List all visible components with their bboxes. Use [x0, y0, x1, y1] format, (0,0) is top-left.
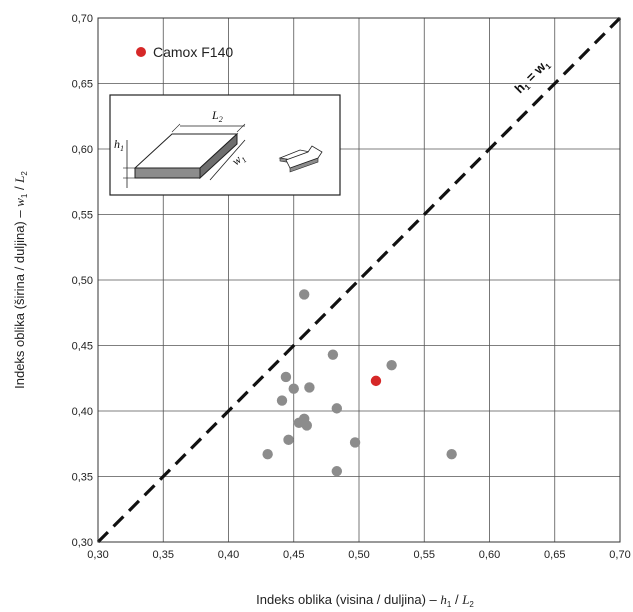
data-point: [283, 434, 294, 446]
ref-label-sub2: 1: [544, 61, 554, 71]
svg-text:h1 = w1: h1 = w1: [512, 56, 554, 98]
data-points: [262, 289, 457, 477]
y-tick-label: 0,40: [72, 406, 93, 418]
data-point: [349, 437, 361, 448]
legend-label: Camox F140: [153, 44, 233, 60]
x-tick-label: 0,30: [87, 549, 108, 561]
x-tick-label: 0,45: [283, 549, 304, 561]
x-tick-label: 0,50: [348, 549, 369, 561]
data-point: [304, 382, 315, 393]
x-tick-label: 0,35: [153, 549, 174, 561]
x-tick-label: 0,65: [544, 549, 565, 561]
data-point: [262, 449, 273, 460]
x-tick-label: 0,60: [479, 549, 500, 561]
data-point: [327, 349, 339, 360]
data-point: [446, 449, 457, 460]
y-tick-label: 0,50: [72, 275, 93, 287]
tick-labels: 0,30 0,35 0,40 0,45 0,50 0,55 0,60 0,65 0,70 0,30…: [72, 13, 631, 561]
data-point: [276, 395, 288, 406]
y-tick-label: 0,55: [72, 210, 93, 222]
reference-line-label: h1 = w1: [512, 56, 554, 98]
y-tick-label: 0,30: [72, 537, 93, 549]
legend: Camox F140: [136, 44, 233, 60]
y-tick-label: 0,45: [72, 341, 93, 353]
data-point: [288, 383, 299, 394]
data-point: [280, 371, 292, 383]
plot-frame: [97, 17, 621, 543]
y-axis-title: Indeks oblika (širina / duljina) – w1 / …: [12, 171, 29, 389]
slab-side: [199, 132, 238, 180]
x-axis-title: Indeks oblika (visina / duljina) – h1 / …: [256, 592, 474, 609]
y-tick-label: 0,60: [72, 144, 93, 156]
particle-arrow-icon: [278, 145, 323, 173]
data-point: [331, 466, 343, 477]
reference-line: [96, 16, 622, 544]
data-point: [331, 403, 343, 414]
y-tick-label: 0,70: [72, 13, 93, 25]
y-tick-label: 0,65: [72, 79, 93, 91]
y-tick-label: 0,35: [72, 472, 93, 484]
x-tick-label: 0,55: [414, 549, 435, 561]
dim-w1-line: [209, 139, 246, 181]
x-tick-label: 0,70: [609, 549, 630, 561]
legend-marker: [136, 47, 146, 57]
reference-line-path: [96, 16, 622, 544]
dim-L2-label: L2: [211, 108, 223, 124]
data-point-camox: [370, 375, 382, 387]
inset-diagram: L2 h1 w1: [109, 94, 341, 196]
ref-label-sub1: 1: [523, 82, 533, 92]
data-point: [386, 359, 397, 371]
slab-front: [134, 167, 201, 179]
dim-h1-label: h1: [114, 137, 124, 153]
data-point: [298, 289, 310, 300]
x-tick-label: 0,40: [218, 549, 239, 561]
data-point: [301, 420, 312, 431]
